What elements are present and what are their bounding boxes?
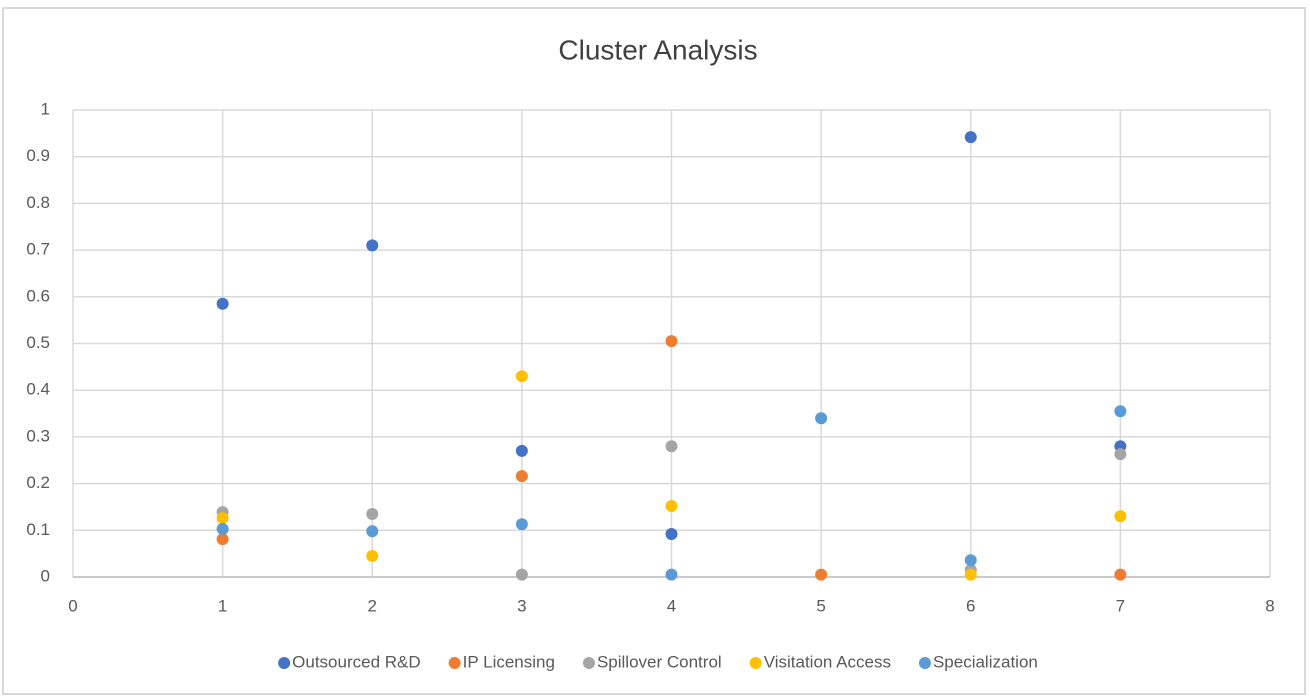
point bbox=[665, 335, 678, 348]
point bbox=[1114, 405, 1127, 418]
x-tick-label: 4 bbox=[667, 596, 676, 615]
legend-marker bbox=[448, 657, 461, 669]
x-tick-label: 7 bbox=[1116, 596, 1125, 615]
legend-marker bbox=[749, 657, 762, 669]
chart-title: Cluster Analysis bbox=[558, 34, 757, 65]
legend-label: Visitation Access bbox=[764, 652, 891, 671]
y-tick-label: 0.2 bbox=[26, 473, 50, 492]
point bbox=[216, 522, 229, 535]
point bbox=[964, 131, 977, 144]
y-tick-label: 0.9 bbox=[26, 146, 50, 165]
point bbox=[515, 444, 528, 457]
y-tick-label: 0.1 bbox=[26, 520, 50, 539]
y-tick-label: 1 bbox=[41, 99, 50, 118]
y-tick-label: 0.5 bbox=[26, 333, 50, 352]
legend-label: IP Licensing bbox=[463, 652, 555, 671]
point bbox=[216, 533, 229, 546]
y-tick-label: 0.6 bbox=[26, 286, 50, 305]
point bbox=[366, 549, 379, 562]
x-tick-label: 5 bbox=[816, 596, 825, 615]
x-tick-label: 3 bbox=[517, 596, 526, 615]
point bbox=[1114, 568, 1127, 581]
point bbox=[515, 470, 528, 483]
point bbox=[964, 554, 977, 567]
chart-frame bbox=[2, 7, 1306, 695]
point bbox=[216, 512, 229, 525]
legend-marker bbox=[582, 657, 595, 669]
legend-label: Spillover Control bbox=[597, 652, 722, 671]
point bbox=[665, 528, 678, 541]
legend-marker bbox=[278, 657, 291, 669]
point bbox=[515, 568, 528, 581]
point bbox=[515, 518, 528, 531]
point bbox=[815, 568, 828, 581]
legend-marker bbox=[918, 657, 931, 669]
y-tick-label: 0.3 bbox=[26, 426, 50, 445]
point bbox=[366, 507, 379, 520]
point bbox=[1114, 510, 1127, 523]
x-tick-label: 6 bbox=[966, 596, 975, 615]
point bbox=[665, 568, 678, 581]
y-tick-label: 0.8 bbox=[26, 193, 50, 212]
point bbox=[366, 239, 379, 252]
point bbox=[216, 297, 229, 310]
y-tick-label: 0.4 bbox=[26, 380, 50, 399]
x-tick-label: 8 bbox=[1265, 596, 1274, 615]
y-tick-label: 0.7 bbox=[26, 240, 50, 259]
x-tick-label: 1 bbox=[218, 596, 227, 615]
point bbox=[665, 500, 678, 513]
y-tick-label: 0 bbox=[41, 566, 50, 585]
point bbox=[515, 370, 528, 383]
point bbox=[964, 568, 977, 581]
legend-label: Outsourced R&D bbox=[292, 652, 421, 671]
point bbox=[665, 440, 678, 453]
point bbox=[1114, 448, 1127, 461]
point bbox=[815, 412, 828, 425]
x-tick-label: 0 bbox=[68, 596, 77, 615]
point bbox=[366, 525, 379, 538]
legend-label: Specialization bbox=[933, 652, 1038, 671]
x-tick-label: 2 bbox=[368, 596, 377, 615]
